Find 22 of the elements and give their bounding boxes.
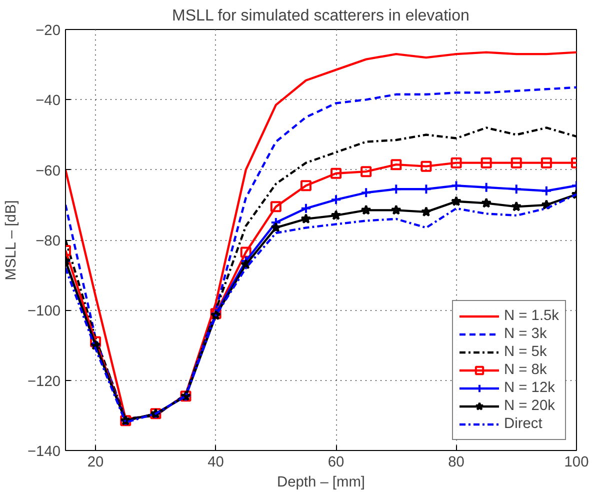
legend-label: N = 12k	[504, 379, 555, 397]
y-tick-label: −80	[36, 234, 61, 250]
y-axis-title: MSLL – [dB]	[3, 200, 20, 280]
legend-label: N = 3k	[504, 325, 547, 343]
y-tick-label: −40	[36, 93, 61, 110]
x-tick-label: 60	[328, 454, 344, 470]
y-tick-label: −60	[36, 163, 61, 180]
x-tick-label: 80	[448, 454, 464, 470]
x-tick-label: 20	[87, 454, 104, 470]
x-tick-label: 100	[564, 454, 589, 470]
chart-title: MSLL for simulated scatterers in elevation	[172, 8, 470, 24]
x-tick-label: 40	[208, 454, 224, 470]
legend-label: N = 1.5k	[504, 307, 559, 325]
legend-label: Direct	[504, 415, 542, 433]
y-tick-label: −120	[27, 374, 61, 390]
legend-label: N = 20k	[504, 397, 555, 415]
y-tick-label: −20	[36, 23, 61, 39]
y-tick-label: −140	[27, 444, 61, 460]
legend-label: N = 5k	[504, 343, 547, 361]
y-tick-label: −100	[27, 304, 61, 320]
legend-label: N = 8k	[504, 361, 547, 379]
x-axis-title: Depth – [mm]	[277, 474, 365, 490]
